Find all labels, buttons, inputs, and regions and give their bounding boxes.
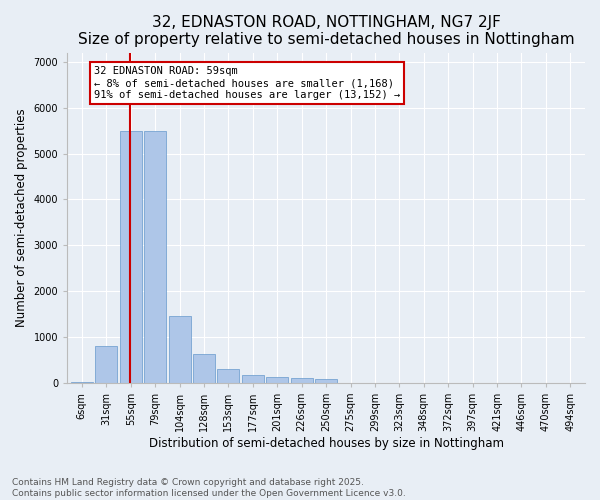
Text: Contains HM Land Registry data © Crown copyright and database right 2025.
Contai: Contains HM Land Registry data © Crown c… (12, 478, 406, 498)
Bar (169, 316, 191, 383)
Bar (120, 130, 142, 383)
Bar (193, 354, 215, 383)
Bar (144, 130, 166, 383)
Text: 32 EDNASTON ROAD: 59sqm
← 8% of semi-detached houses are smaller (1,168)
91% of : 32 EDNASTON ROAD: 59sqm ← 8% of semi-det… (94, 66, 400, 100)
Y-axis label: Number of semi-detached properties: Number of semi-detached properties (15, 108, 28, 327)
Bar (217, 368, 239, 383)
Title: 32, EDNASTON ROAD, NOTTINGHAM, NG7 2JF
Size of property relative to semi-detache: 32, EDNASTON ROAD, NOTTINGHAM, NG7 2JF S… (78, 15, 574, 48)
Bar (315, 379, 337, 383)
Bar (266, 377, 288, 383)
X-axis label: Distribution of semi-detached houses by size in Nottingham: Distribution of semi-detached houses by … (149, 437, 503, 450)
Bar (71, 382, 93, 383)
Bar (290, 378, 313, 383)
Bar (242, 374, 264, 383)
Bar (95, 346, 117, 383)
